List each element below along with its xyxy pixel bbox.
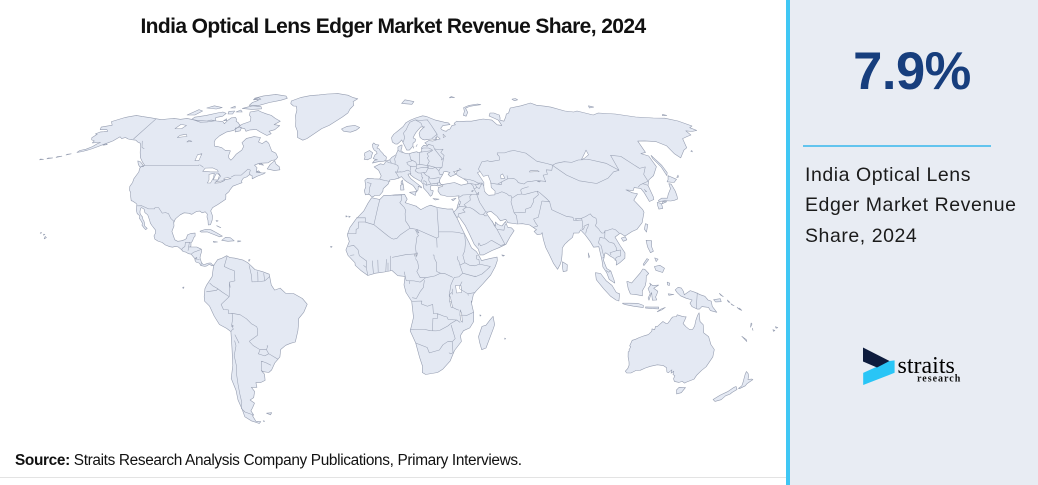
svg-text:straits: straits [898, 353, 955, 379]
svg-text:research: research [917, 374, 961, 385]
